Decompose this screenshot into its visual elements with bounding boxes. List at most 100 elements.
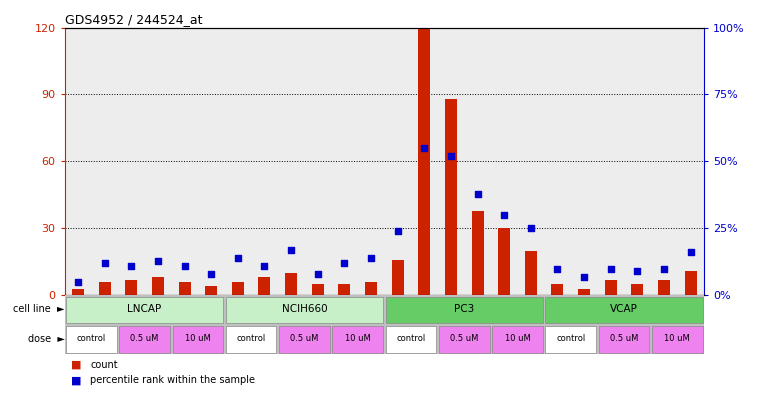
Bar	[279, 326, 330, 353]
Text: count: count	[91, 360, 118, 370]
Text: PC3: PC3	[454, 305, 474, 314]
Bar	[464, 28, 491, 295]
Bar	[99, 282, 110, 295]
Bar	[599, 326, 649, 353]
Text: dose  ►: dose ►	[28, 334, 65, 344]
Text: cell line  ►: cell line ►	[13, 305, 65, 314]
Point	[72, 279, 84, 285]
Bar	[118, 28, 145, 295]
Bar	[66, 297, 223, 323]
Bar	[126, 280, 137, 295]
Point	[98, 260, 111, 266]
Bar	[546, 326, 596, 353]
Bar	[384, 28, 411, 295]
Bar	[492, 326, 543, 353]
Bar	[251, 28, 278, 295]
Text: ■: ■	[71, 375, 81, 386]
Point	[684, 249, 696, 255]
Bar	[226, 326, 276, 353]
Point	[444, 153, 457, 159]
Bar	[145, 28, 171, 295]
Bar	[91, 28, 118, 295]
Bar	[285, 273, 297, 295]
Text: ■: ■	[71, 360, 81, 370]
Text: 0.5 uM: 0.5 uM	[130, 334, 159, 343]
Point	[498, 212, 510, 218]
Bar	[419, 28, 430, 295]
Text: 10 uM: 10 uM	[505, 334, 530, 343]
Point	[312, 271, 324, 277]
Point	[658, 265, 670, 272]
Text: control: control	[396, 334, 425, 343]
Point	[178, 263, 190, 269]
Point	[631, 268, 643, 274]
Bar	[411, 28, 438, 295]
Bar	[226, 297, 383, 323]
Point	[604, 265, 616, 272]
Bar	[312, 284, 323, 295]
Text: 0.5 uM: 0.5 uM	[610, 334, 638, 343]
Text: control: control	[77, 334, 106, 343]
Bar	[339, 284, 350, 295]
Bar	[66, 326, 116, 353]
Bar	[119, 326, 170, 353]
Point	[285, 247, 297, 253]
Bar	[386, 326, 436, 353]
Bar	[624, 28, 651, 295]
Text: VCAP: VCAP	[610, 305, 638, 314]
Point	[578, 274, 590, 280]
Bar	[685, 271, 696, 295]
Text: control: control	[237, 334, 266, 343]
Text: 10 uM: 10 uM	[664, 334, 690, 343]
Text: 0.5 uM: 0.5 uM	[450, 334, 479, 343]
Bar	[173, 326, 223, 353]
Text: 10 uM: 10 uM	[345, 334, 371, 343]
Point	[231, 255, 244, 261]
Point	[125, 263, 137, 269]
Bar	[224, 28, 251, 295]
Bar	[205, 286, 217, 295]
Bar	[491, 28, 517, 295]
Point	[258, 263, 271, 269]
Bar	[72, 288, 84, 295]
Text: 10 uM: 10 uM	[185, 334, 211, 343]
Bar	[571, 28, 597, 295]
Text: GDS4952 / 244524_at: GDS4952 / 244524_at	[65, 13, 202, 26]
Bar	[438, 28, 464, 295]
Bar	[445, 99, 457, 295]
Bar	[552, 284, 563, 295]
Bar	[278, 28, 304, 295]
Bar	[179, 282, 190, 295]
Bar	[259, 277, 270, 295]
Bar	[331, 28, 358, 295]
Bar	[544, 28, 571, 295]
Bar	[333, 326, 383, 353]
Bar	[365, 282, 377, 295]
Point	[205, 271, 218, 277]
Bar	[386, 297, 543, 323]
Bar	[358, 28, 384, 295]
Bar	[597, 28, 624, 295]
Text: percentile rank within the sample: percentile rank within the sample	[91, 375, 255, 386]
Point	[391, 228, 403, 234]
Bar	[472, 211, 483, 295]
Bar	[152, 277, 164, 295]
Point	[151, 257, 164, 264]
Text: 0.5 uM: 0.5 uM	[290, 334, 319, 343]
Bar	[652, 326, 702, 353]
Bar	[525, 251, 537, 295]
Bar	[198, 28, 224, 295]
Point	[524, 225, 537, 231]
Bar	[517, 28, 544, 295]
Bar	[439, 326, 489, 353]
Text: NCIH660: NCIH660	[282, 305, 327, 314]
Bar	[171, 28, 198, 295]
Bar	[546, 297, 702, 323]
Bar	[651, 28, 677, 295]
Point	[338, 260, 350, 266]
Point	[419, 145, 431, 151]
Bar	[304, 28, 331, 295]
Bar	[578, 288, 590, 295]
Text: control: control	[556, 334, 585, 343]
Bar	[65, 28, 91, 295]
